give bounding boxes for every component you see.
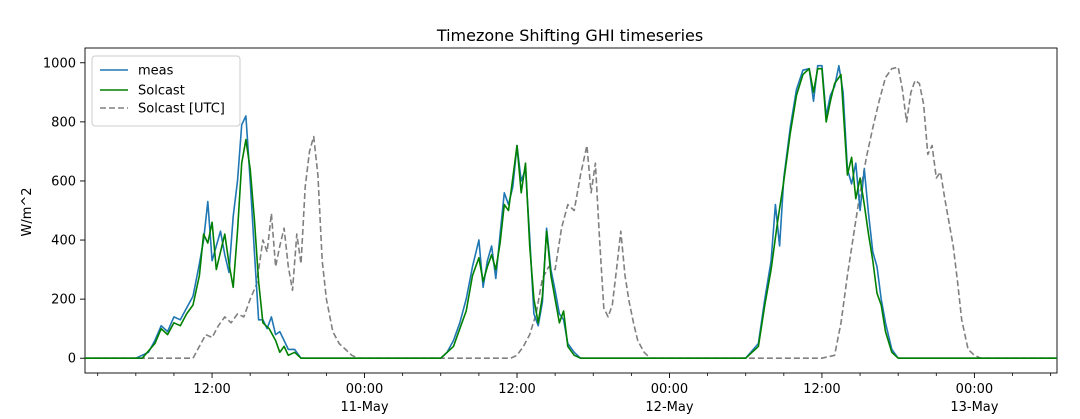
y-tick-label: 600 [51,174,76,189]
y-axis-label: W/m^2 [20,187,35,236]
legend-box [91,55,241,127]
series-line-solcast-utc [85,66,1057,359]
y-tick-label: 800 [51,115,76,130]
x-tick-label: 00:00 [651,382,688,397]
x-tick-date-label: 11-May [340,400,388,415]
legend-label: Solcast [138,84,185,99]
plot-frame [84,47,1058,374]
legend: meas Solcast Solcast [UTC] [91,55,241,127]
series-line-solcast [85,67,1057,359]
plot-area [84,47,1058,374]
x-tick-label: 12:00 [498,382,535,397]
y-tick-label: 200 [51,293,76,308]
y-tick-label: 0 [68,352,76,367]
chart-title: Timezone Shifting GHI timeseries [436,26,703,45]
x-tick-date-label: 13-May [950,400,998,415]
legend-label: Solcast [UTC] [138,102,225,117]
x-tick-date-label: 12-May [645,400,693,415]
x-tick-label: 12:00 [803,382,840,397]
x-axis-ticks: 12:0000:0011-May202112:0000:0012-May12:0… [97,373,1052,419]
x-tick-label: 00:00 [346,382,383,397]
series-layer [85,64,1057,359]
y-tick-label: 1000 [43,56,76,71]
x-tick-label: 12:00 [193,382,230,397]
y-axis-ticks: 0 200 400 600 800 1000 [43,56,85,367]
x-tick-label: 00:00 [956,382,993,397]
y-tick-label: 400 [51,234,76,249]
legend-label: meas [138,64,174,79]
